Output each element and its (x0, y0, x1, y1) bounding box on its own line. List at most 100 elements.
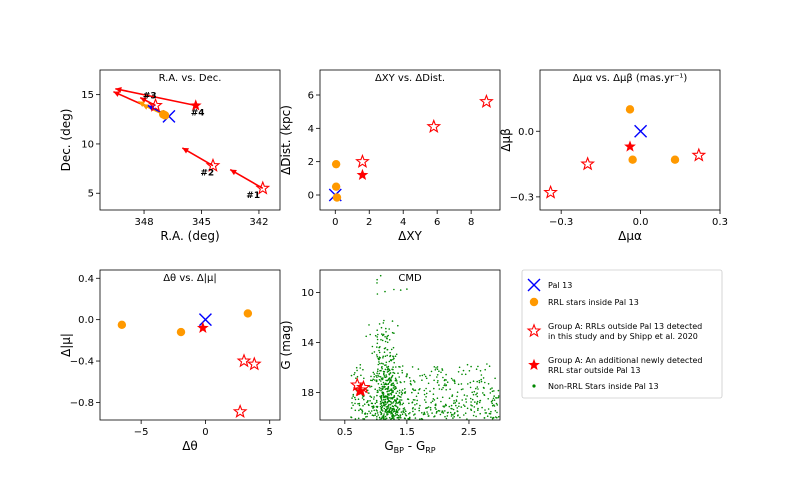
nonrrl-point (395, 387, 398, 389)
nonrrl-point (397, 372, 399, 375)
nonrrl-point (411, 366, 414, 368)
nonrrl-point (425, 407, 427, 410)
nonrrl-point (493, 395, 496, 397)
nonrrl-point (375, 380, 378, 382)
nonrrl-point (446, 415, 449, 417)
nonrrl-point (354, 398, 357, 401)
nonrrl-point (388, 390, 391, 392)
nonrrl-point (369, 412, 372, 414)
panel-title: Δθ vs. Δ|μ| (163, 273, 217, 284)
y-tick-label: −0.8 (70, 398, 94, 409)
nonrrl-point (382, 387, 384, 390)
nonrrl-point (438, 388, 441, 390)
nonrrl-point (376, 338, 379, 341)
nonrrl-point (385, 374, 388, 376)
nonrrl-point (392, 391, 394, 394)
nonrrl-point (478, 401, 481, 404)
nonrrl-point (383, 347, 386, 350)
nonrrl-point (393, 418, 395, 420)
nonrrl-point (480, 378, 483, 381)
nonrrl-point (350, 416, 352, 418)
nonrrl-point (384, 376, 387, 379)
nonrrl-point (426, 406, 428, 409)
nonrrl-point (443, 384, 446, 387)
groupA_open-point (236, 353, 252, 368)
nonrrl-point (491, 417, 494, 420)
nonrrl-point (444, 405, 446, 407)
nonrrl-point (464, 405, 466, 408)
nonrrl-point (390, 383, 393, 386)
annotation-label: #2 (200, 168, 214, 178)
nonrrl-point (363, 418, 366, 420)
nonrrl-point (425, 401, 427, 404)
y-tick-label: −0.3 (510, 192, 534, 203)
nonrrl-point (358, 409, 360, 412)
pm-arrow-shaft (115, 87, 196, 107)
nonrrl-point (354, 402, 356, 405)
nonrrl-point (384, 401, 387, 404)
nonrrl-point (388, 416, 391, 419)
nonrrl-point (359, 408, 362, 410)
pm-arrow-head (138, 101, 146, 107)
nonrrl-point (392, 366, 394, 368)
y-tick-label: 4 (308, 124, 314, 135)
nonrrl-point (377, 391, 379, 393)
nonrrl-point (357, 417, 360, 420)
nonrrl-point (381, 333, 383, 335)
nonrrl-point (462, 404, 465, 406)
nonrrl-point (388, 373, 390, 375)
nonrrl-point (383, 413, 385, 415)
nonrrl-point (354, 372, 356, 374)
nonrrl-point (380, 406, 383, 409)
nonrrl-point (388, 360, 391, 363)
nonrrl-point (444, 383, 446, 385)
nonrrl-point (373, 396, 376, 398)
nonrrl-point (434, 369, 437, 371)
nonrrl-point (395, 399, 398, 401)
nonrrl-point (381, 339, 384, 342)
nonrrl-point (399, 402, 402, 405)
nonrrl-point (371, 345, 374, 348)
x-tick-label: 0 (332, 217, 338, 228)
nonrrl-point (354, 409, 357, 412)
nonrrl-point (400, 411, 403, 413)
nonrrl-point (486, 415, 489, 418)
nonrrl-point (477, 388, 479, 390)
nonrrl-point (450, 415, 453, 417)
x-tick-label: 0.3 (712, 217, 728, 228)
nonrrl-point (493, 405, 496, 407)
nonrrl-point (486, 363, 488, 365)
nonrrl-point (497, 395, 500, 397)
nonrrl-point (380, 378, 383, 380)
nonrrl-point (386, 348, 389, 351)
nonrrl-point (384, 403, 386, 406)
nonrrl-point (383, 385, 386, 388)
nonrrl-point (376, 336, 379, 338)
nonrrl-point (368, 324, 370, 326)
nonrrl-point (491, 387, 493, 389)
y-axis-label: Dec. (deg) (59, 109, 73, 172)
nonrrl-point (496, 416, 498, 419)
nonrrl-point (484, 368, 487, 371)
nonrrl-point (373, 376, 376, 378)
nonrrl-point (402, 411, 404, 413)
nonrrl-point (394, 412, 397, 415)
nonrrl-point (378, 361, 380, 363)
nonrrl-point (399, 381, 402, 383)
nonrrl-point (388, 368, 390, 371)
nonrrl-point (478, 379, 481, 382)
nonrrl-point (429, 374, 431, 377)
nonrrl-point (380, 369, 382, 372)
nonrrl-point (395, 405, 398, 408)
nonrrl-point (426, 411, 428, 413)
nonrrl-point (429, 409, 432, 411)
nonrrl-point (393, 388, 396, 391)
nonrrl-point (398, 408, 401, 410)
nonrrl-point (382, 393, 385, 395)
nonrrl-point (413, 389, 415, 392)
nonrrl-point (442, 412, 445, 414)
nonrrl-point (381, 391, 384, 394)
nonrrl-point (376, 342, 379, 345)
nonrrl-point (382, 381, 385, 384)
nonrrl-point (430, 370, 433, 373)
